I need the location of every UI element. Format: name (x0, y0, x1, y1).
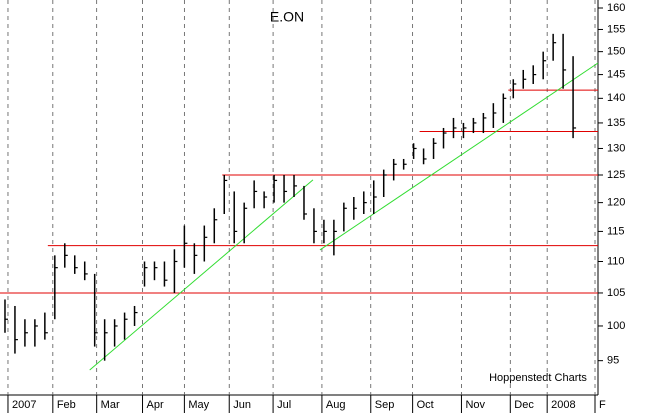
y-tick-label: 160 (607, 2, 625, 14)
x-tick-label: 2007 (12, 399, 36, 411)
x-tick-label: F (599, 399, 606, 411)
x-tick-label: Apr (147, 399, 164, 411)
x-tick-label: May (188, 399, 209, 411)
y-tick-label: 105 (607, 287, 625, 299)
x-tick-label: Oct (417, 399, 434, 411)
y-tick-label: 130 (607, 142, 625, 154)
y-tick-label: 125 (607, 169, 625, 181)
y-tick-label: 100 (607, 320, 625, 332)
chart-title: E.ON (270, 9, 304, 25)
y-tick-label: 140 (607, 92, 625, 104)
x-tick-label: Sep (375, 399, 395, 411)
y-tick-label: 120 (607, 197, 625, 209)
y-tick-label: 110 (607, 255, 625, 267)
x-tick-label: Dec (514, 399, 534, 411)
y-tick-label: 115 (607, 225, 625, 237)
x-tick-label: Aug (326, 399, 346, 411)
y-tick-label: 155 (607, 23, 625, 35)
x-tick-label: Jun (233, 399, 251, 411)
trend-line (89, 179, 314, 371)
y-tick-label: 95 (607, 355, 619, 367)
x-tick-label: Mar (101, 399, 120, 411)
y-tick-label: 145 (607, 68, 625, 80)
trend-line (319, 62, 599, 251)
y-tick-label: 150 (607, 46, 625, 58)
x-tick-label: 2008 (551, 399, 575, 411)
x-tick-label: Nov (465, 399, 485, 411)
x-tick-label: Feb (57, 399, 76, 411)
x-tick-label: Jul (277, 399, 291, 411)
y-tick-label: 135 (607, 117, 625, 129)
source-label: Hoppenstedt Charts (489, 372, 587, 384)
